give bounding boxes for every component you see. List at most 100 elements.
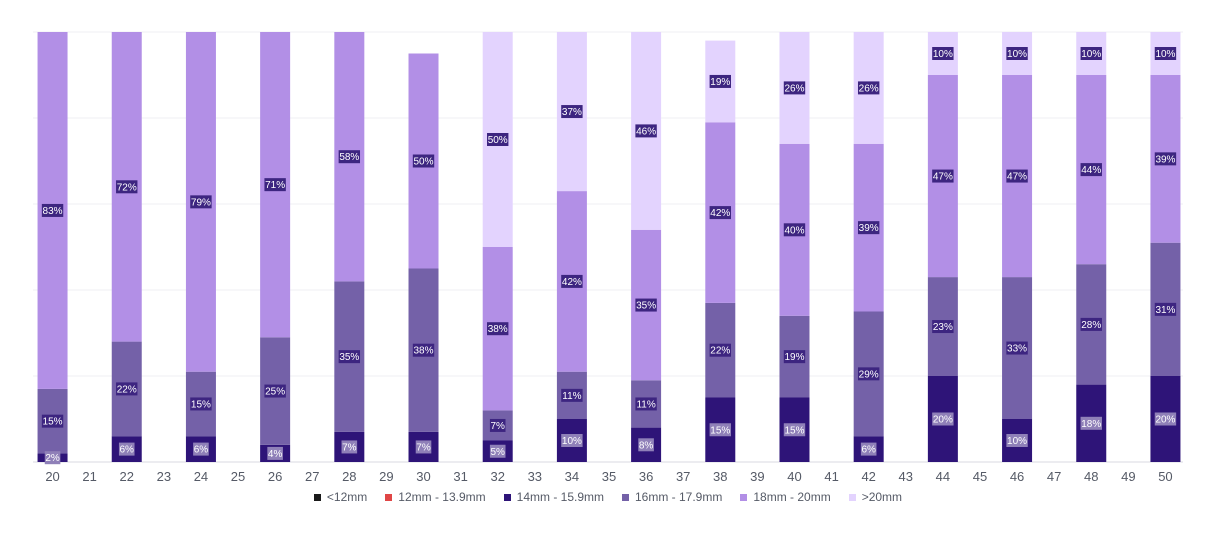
gridlines (33, 31, 1183, 463)
legend-item[interactable]: 16mm - 17.9mm (622, 490, 722, 504)
data-label-bg (193, 442, 209, 456)
legend-item[interactable]: 12mm - 13.9mm (385, 490, 486, 504)
data-label: 10% (1155, 49, 1175, 60)
data-label-bg (857, 367, 880, 381)
x-tick-label: 30 (416, 469, 430, 484)
data-label-bg (41, 414, 64, 428)
data-label-bg (487, 322, 509, 336)
x-tick-label: 31 (453, 469, 467, 484)
x-tick-label: 45 (973, 469, 987, 484)
data-label-bg (561, 434, 583, 447)
data-label: 10% (1007, 49, 1027, 60)
x-tick-label: 28 (342, 469, 356, 484)
data-label: 7% (490, 421, 505, 432)
data-label-bg (857, 221, 880, 235)
data-label: 2% (45, 453, 60, 464)
x-tick-label: 47 (1047, 469, 1061, 484)
data-label: 79% (191, 197, 211, 208)
data-label: 18% (1081, 419, 1101, 430)
data-label: 19% (710, 77, 730, 88)
x-tick-label: 32 (490, 469, 504, 484)
x-tick-label: 26 (268, 469, 282, 484)
data-label: 11% (636, 399, 655, 410)
x-tick-label: 21 (82, 469, 96, 484)
data-label-bg (561, 274, 583, 288)
data-label-bg (783, 81, 806, 95)
data-label-bg (857, 81, 880, 95)
data-label-bg (264, 384, 286, 398)
data-label-bg (932, 320, 954, 334)
data-label: 4% (268, 449, 283, 460)
data-label-bg (709, 74, 731, 88)
legend: <12mm 12mm - 13.9mm 14mm - 15.9mm 16mm - 17… (0, 490, 1216, 504)
data-label: 5% (490, 447, 505, 458)
legend-swatch (740, 493, 748, 501)
legend-swatch (313, 493, 321, 501)
data-label: 6% (120, 445, 135, 456)
data-label-bg (932, 169, 954, 183)
data-label: 46% (636, 126, 656, 137)
x-tick-label: 20 (45, 469, 59, 484)
data-label-bg (1080, 317, 1102, 331)
data-label-bg (1006, 434, 1028, 447)
data-label-bg (709, 423, 731, 437)
data-label: 47% (933, 172, 953, 183)
data-label-bg (783, 223, 806, 237)
legend-label: 18mm - 20mm (753, 490, 831, 504)
data-label: 26% (784, 83, 804, 94)
legend-item[interactable]: 18mm - 20mm (740, 490, 831, 504)
legend-swatch (503, 493, 511, 501)
data-label-bg (709, 206, 731, 220)
data-label-bg (1006, 47, 1028, 60)
data-label: 15% (191, 399, 211, 410)
data-label-bg (1154, 412, 1177, 426)
legend-swatch (385, 493, 393, 501)
x-tick-label: 33 (528, 469, 542, 484)
legend-item[interactable]: >20mm (848, 490, 902, 504)
data-label: 83% (43, 206, 63, 217)
x-tick-label: 44 (936, 469, 950, 484)
data-label-bg (264, 178, 286, 192)
data-label: 47% (1007, 172, 1027, 183)
data-label: 11% (562, 391, 581, 402)
data-label: 42% (710, 208, 730, 219)
legend-item[interactable]: <12mm (313, 490, 367, 504)
data-label-bg (1080, 47, 1102, 60)
data-label: 28% (1081, 320, 1101, 331)
data-label: 10% (1007, 436, 1027, 447)
x-tick-label: 42 (861, 469, 875, 484)
data-label: 25% (265, 387, 285, 398)
data-label-bg (635, 124, 657, 138)
data-label-bg (338, 350, 361, 364)
data-label-bg (44, 451, 61, 465)
data-label-bg (561, 105, 583, 119)
x-tick-label: 39 (750, 469, 764, 484)
data-label: 42% (562, 277, 582, 288)
data-label: 22% (117, 384, 137, 395)
data-label: 71% (265, 180, 285, 191)
data-label-bg (341, 440, 358, 454)
data-label-bg (1154, 302, 1177, 316)
data-label: 15% (784, 425, 804, 436)
data-label: 15% (43, 417, 63, 428)
x-tick-label: 49 (1121, 469, 1135, 484)
data-label: 35% (339, 352, 359, 363)
data-label-bg (638, 438, 654, 452)
x-tick-label: 29 (379, 469, 393, 484)
data-label: 26% (859, 83, 879, 94)
legend-item[interactable]: 14mm - 15.9mm (503, 490, 604, 504)
data-label: 6% (861, 445, 876, 456)
x-tick-label: 40 (787, 469, 801, 484)
data-label-bg (1154, 152, 1177, 166)
data-label: 50% (488, 135, 508, 146)
data-label-bg (190, 397, 212, 411)
data-label: 20% (1155, 415, 1175, 426)
data-label: 37% (562, 107, 582, 118)
x-tick-label: 35 (602, 469, 616, 484)
data-label: 20% (933, 415, 953, 426)
data-label-bg (118, 442, 135, 456)
data-label-bg (783, 350, 806, 364)
x-axis: 20 21 22 23 24 25 26 27 28 29 30 31 32 33 34 35 36 37 38 39… (45, 469, 1172, 484)
x-tick-label: 38 (713, 469, 727, 484)
